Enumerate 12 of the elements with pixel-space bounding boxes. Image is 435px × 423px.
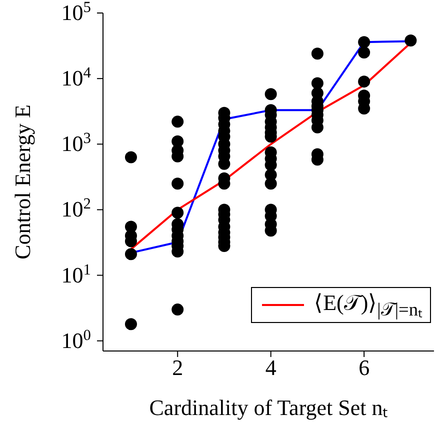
y-tick-label: 10$^{2}$ bbox=[61, 195, 91, 222]
x-tick-label: 6 bbox=[358, 355, 370, 380]
y-tick-label: 10$^{0}$ bbox=[61, 326, 92, 353]
y-tick-label: 10$^{1}$ bbox=[61, 260, 91, 288]
y-axis-title: Control Energy E bbox=[10, 104, 34, 260]
y-tick-label: 10$^{3}$ bbox=[61, 130, 92, 156]
y-tick-label: 10$^{4}$ bbox=[61, 64, 92, 91]
x-axis-title: Cardinality of Target Set nₜ bbox=[149, 395, 388, 420]
legend-label: ⟨E(𝒯)⟩$_{|𝒯|=nₜ}$ bbox=[314, 290, 422, 320]
y-tick-label: 10$^{5}$ bbox=[61, 0, 92, 25]
x-tick-label: 2 bbox=[172, 355, 184, 380]
x-tick-label: 4 bbox=[265, 355, 276, 380]
